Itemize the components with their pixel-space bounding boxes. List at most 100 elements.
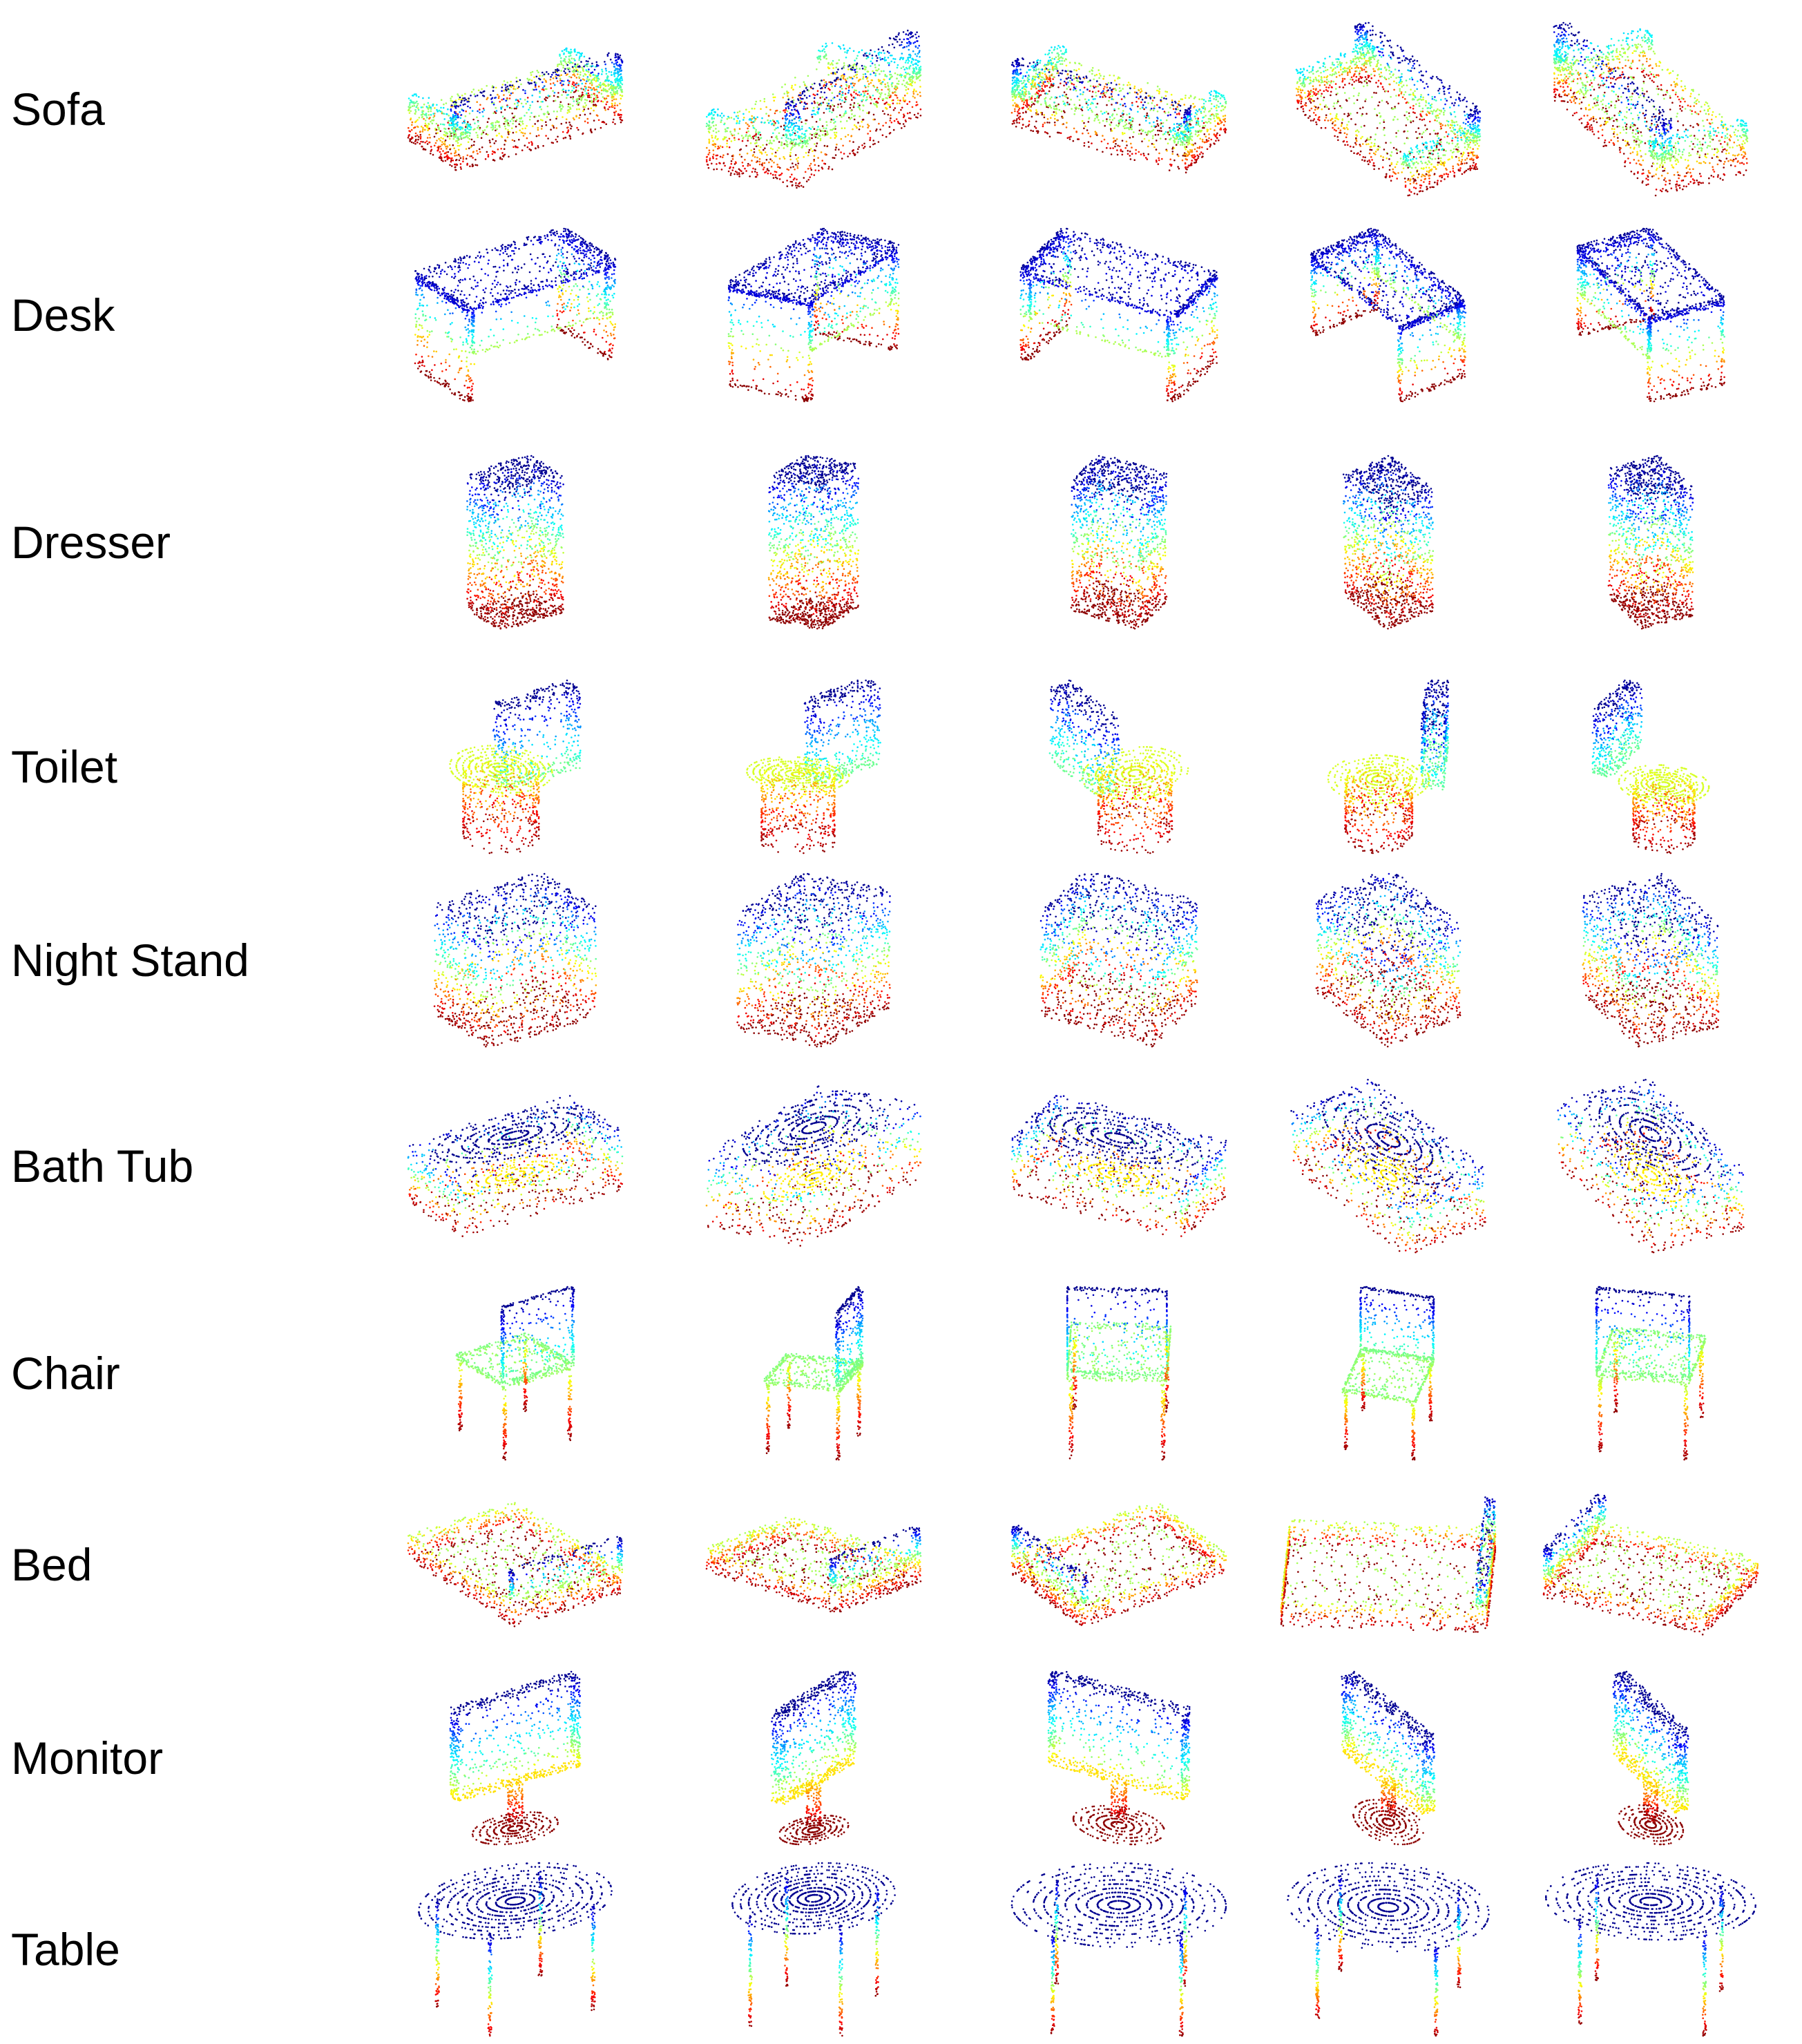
point-cloud-sofa (1537, 16, 1765, 202)
point-cloud-sample (1537, 674, 1765, 860)
point-cloud-sample (401, 1665, 629, 1851)
point-cloud-bathtub (1005, 1073, 1233, 1259)
point-cloud-sample (700, 867, 928, 1053)
point-cloud-sample (401, 867, 629, 1053)
point-cloud-bathtub (1274, 1073, 1502, 1259)
point-cloud-chair (1537, 1280, 1765, 1467)
point-cloud-table (1005, 1856, 1233, 2043)
point-cloud-toilet (700, 674, 928, 860)
point-cloud-sample (700, 222, 928, 408)
point-cloud-sample (700, 1471, 928, 1658)
point-cloud-toilet (401, 674, 629, 860)
point-cloud-sample (1005, 222, 1233, 408)
point-cloud-sample (1274, 1073, 1502, 1259)
point-cloud-chair (401, 1280, 629, 1467)
point-cloud-sample (1274, 674, 1502, 860)
point-cloud-sample (1005, 1665, 1233, 1851)
point-cloud-sofa (700, 16, 928, 202)
point-cloud-sample (1005, 16, 1233, 202)
point-cloud-table (700, 1856, 928, 2043)
point-cloud-sample (1274, 222, 1502, 408)
point-cloud-sample (1274, 1665, 1502, 1851)
point-cloud-dresser (1537, 449, 1765, 636)
point-cloud-table (1274, 1856, 1502, 2043)
point-cloud-sample (401, 1280, 629, 1467)
point-cloud-monitor (1537, 1665, 1765, 1851)
point-cloud-sample (1005, 1073, 1233, 1259)
point-cloud-sample (1537, 1856, 1765, 2043)
point-cloud-sample (1005, 1471, 1233, 1658)
point-cloud-sample (1537, 1280, 1765, 1467)
point-cloud-sample (1005, 867, 1233, 1053)
point-cloud-chair (1274, 1280, 1502, 1467)
point-cloud-sample (401, 16, 629, 202)
point-cloud-sample (401, 1856, 629, 2043)
point-cloud-nightstand (1005, 867, 1233, 1053)
point-cloud-sample (1274, 1280, 1502, 1467)
point-cloud-sample (1537, 16, 1765, 202)
point-cloud-nightstand (1537, 867, 1765, 1053)
point-cloud-bathtub (700, 1073, 928, 1259)
point-cloud-desk (1274, 222, 1502, 408)
point-cloud-sample (1274, 1856, 1502, 2043)
point-cloud-toilet (1274, 674, 1502, 860)
point-cloud-sample (1274, 1471, 1502, 1658)
point-cloud-nightstand (700, 867, 928, 1053)
point-cloud-bed (1274, 1471, 1502, 1658)
point-cloud-sample (1537, 867, 1765, 1053)
point-cloud-toilet (1537, 674, 1765, 860)
point-cloud-sample (700, 1665, 928, 1851)
category-label: Toilet (11, 744, 117, 790)
point-cloud-bed (401, 1471, 629, 1658)
point-cloud-sofa (401, 16, 629, 202)
point-cloud-sample (1005, 449, 1233, 636)
point-cloud-sample (401, 222, 629, 408)
point-cloud-monitor (1274, 1665, 1502, 1851)
point-cloud-desk (1005, 222, 1233, 408)
point-cloud-sample (700, 16, 928, 202)
point-cloud-table (401, 1856, 629, 2043)
point-cloud-dresser (401, 449, 629, 636)
point-cloud-sample (1537, 1665, 1765, 1851)
point-cloud-bed (1537, 1471, 1765, 1658)
point-cloud-bathtub (1537, 1073, 1765, 1259)
point-cloud-monitor (401, 1665, 629, 1851)
point-cloud-sample (1537, 222, 1765, 408)
point-cloud-nightstand (1274, 867, 1502, 1053)
point-cloud-sample (401, 1073, 629, 1259)
point-cloud-sample (700, 1280, 928, 1467)
category-label: Monitor (11, 1735, 163, 1781)
point-cloud-dresser (1005, 449, 1233, 636)
point-cloud-sample (700, 1073, 928, 1259)
point-cloud-sample (700, 449, 928, 636)
point-cloud-chair (1005, 1280, 1233, 1467)
point-cloud-sample (1274, 449, 1502, 636)
category-label: Dresser (11, 519, 171, 565)
point-cloud-sofa (1005, 16, 1233, 202)
point-cloud-dresser (1274, 449, 1502, 636)
point-cloud-sample (1005, 674, 1233, 860)
point-cloud-sample (1274, 867, 1502, 1053)
point-cloud-sample (1274, 16, 1502, 202)
point-cloud-bed (1005, 1471, 1233, 1658)
point-cloud-desk (700, 222, 928, 408)
category-label: Desk (11, 292, 115, 338)
category-label: Table (11, 1927, 120, 1972)
point-cloud-monitor (1005, 1665, 1233, 1851)
point-cloud-bed (700, 1471, 928, 1658)
point-cloud-chair (700, 1280, 928, 1467)
point-cloud-sample (401, 449, 629, 636)
point-cloud-nightstand (401, 867, 629, 1053)
point-cloud-sample (1537, 449, 1765, 636)
point-cloud-sample (1005, 1856, 1233, 2043)
point-cloud-sample (1537, 1073, 1765, 1259)
point-cloud-desk (401, 222, 629, 408)
point-cloud-desk (1537, 222, 1765, 408)
point-cloud-dresser (700, 449, 928, 636)
point-cloud-sample (401, 1471, 629, 1658)
point-cloud-sample (1005, 1280, 1233, 1467)
point-cloud-table (1537, 1856, 1765, 2043)
point-cloud-sample (401, 674, 629, 860)
point-cloud-toilet (1005, 674, 1233, 860)
